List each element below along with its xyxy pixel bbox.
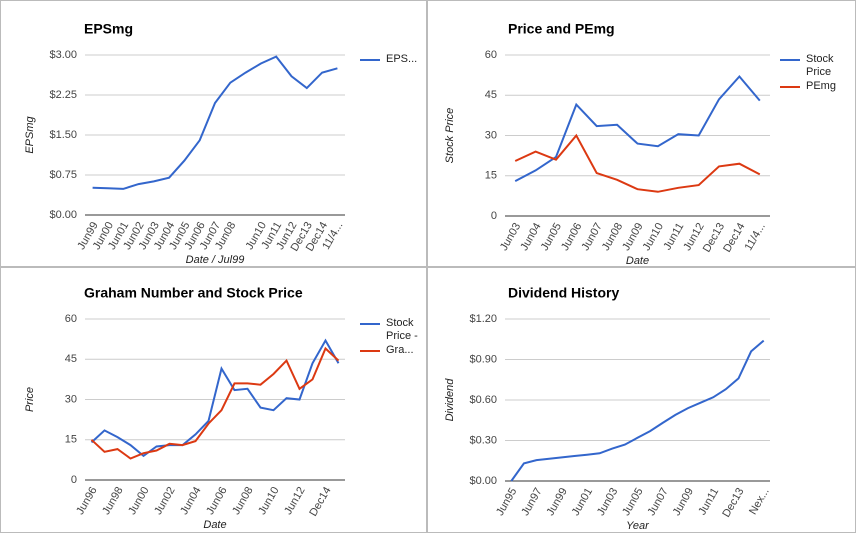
chart-title: Dividend History [508, 285, 619, 301]
chart-title: Price and PEmg [508, 21, 615, 37]
y-tick-label: 60 [485, 49, 497, 61]
y-axis-title: EPSmg [24, 115, 36, 153]
y-tick-label: $1.50 [49, 129, 77, 141]
x-tick-label: Jun98 [100, 485, 125, 517]
x-tick-label: Dec14 [307, 485, 333, 519]
y-tick-label: 15 [65, 434, 77, 446]
x-axis-title: Date [203, 519, 226, 531]
series-line [514, 133, 761, 193]
chart-title: EPSmg [84, 21, 133, 37]
x-tick-label: Jun05 [620, 486, 645, 518]
y-tick-label: $0.75 [49, 169, 77, 181]
legend-label: EPS... [386, 53, 418, 65]
x-tick-label: Jun01 [570, 486, 595, 518]
y-tick-label: $0.00 [49, 209, 77, 221]
x-tick-label: Jun12 [282, 485, 307, 517]
y-tick-label: $0.30 [469, 434, 497, 446]
y-axis-title: Stock Price [444, 108, 456, 164]
series-line [510, 339, 765, 482]
y-axis-title: Dividend [444, 378, 456, 422]
y-tick-label: $0.60 [469, 394, 497, 406]
x-tick-label: Jun10 [256, 485, 281, 517]
x-tick-label: Jun02 [152, 485, 177, 517]
y-tick-label: 45 [65, 353, 77, 365]
x-tick-label: Jun95 [494, 486, 519, 518]
chart-title: Graham Number and Stock Price [84, 285, 303, 301]
series-line [92, 55, 338, 190]
series-line [90, 346, 340, 460]
x-tick-label: Jun07 [645, 486, 670, 518]
x-tick-label: Jun03 [595, 486, 620, 518]
legend-label: PEmg [806, 80, 836, 92]
x-tick-label: Jun97 [519, 486, 544, 518]
panel [0, 0, 427, 267]
series-line [514, 74, 761, 182]
x-tick-label: 11/4... [743, 221, 768, 253]
x-tick-label: Jun00 [126, 485, 151, 517]
legend-entry: PEmg [806, 80, 836, 92]
y-tick-label: 30 [485, 129, 497, 141]
y-tick-label: 45 [485, 89, 497, 101]
y-tick-label: $2.25 [49, 89, 77, 101]
legend-entry: Stock Price [806, 53, 834, 78]
y-tick-label: $3.00 [49, 49, 77, 61]
series-line [90, 338, 340, 458]
legend-label: Gra... [386, 344, 414, 356]
x-axis-title: Date [626, 255, 649, 267]
y-tick-label: 0 [491, 210, 497, 222]
y-tick-label: 30 [65, 393, 77, 405]
x-axis-title: Date / Jul99 [186, 254, 245, 266]
y-tick-label: $0.00 [469, 475, 497, 487]
legend-label: Stock Price [806, 53, 834, 78]
x-tick-label: Jun96 [74, 485, 99, 517]
y-tick-label: $1.20 [469, 313, 497, 325]
legend-entry: Gra... [386, 344, 414, 356]
y-tick-label: 0 [71, 474, 77, 486]
x-axis-title: Year [626, 520, 650, 532]
x-tick-label: Jun11 [696, 486, 721, 517]
y-tick-label: 15 [485, 170, 497, 182]
x-tick-label: Nex... [747, 486, 772, 517]
x-tick-label: Jun08 [230, 485, 255, 517]
legend-label: Stock Price - [386, 317, 418, 342]
legend-entry: Stock Price - [386, 317, 418, 342]
x-tick-label: Dec13 [720, 486, 746, 520]
legend-entry: EPS... [386, 53, 418, 65]
x-tick-label: Jun06 [204, 485, 229, 517]
y-tick-label: 60 [65, 313, 77, 325]
y-axis-title: Price [24, 387, 36, 412]
x-tick-label: Jun04 [178, 485, 203, 517]
x-tick-label: Jun10 [641, 221, 666, 253]
x-tick-label: Jun09 [671, 486, 696, 518]
y-tick-label: $0.90 [469, 353, 497, 365]
x-tick-label: Jun99 [545, 486, 570, 518]
